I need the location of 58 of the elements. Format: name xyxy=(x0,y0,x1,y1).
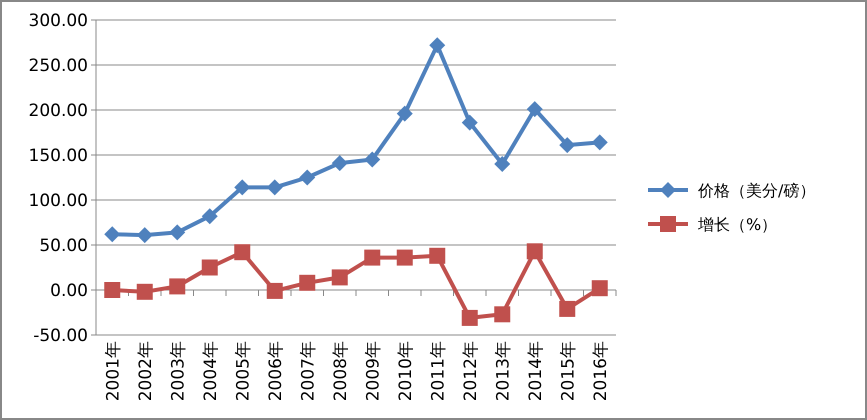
x-tick-label: 2010年 xyxy=(396,341,416,402)
point xyxy=(136,227,153,244)
y-tick-label: 250.00 xyxy=(28,56,88,76)
point xyxy=(396,106,413,122)
point xyxy=(364,250,380,266)
y-tick-label: 50.00 xyxy=(39,236,88,256)
x-tick-label: 2001年 xyxy=(103,341,124,402)
point xyxy=(266,282,283,299)
y-tick-label: 300.00 xyxy=(28,11,88,31)
point xyxy=(592,134,608,150)
x-tick-label: 2004年 xyxy=(200,341,221,402)
point xyxy=(104,282,120,298)
x-tick-label: 2007年 xyxy=(298,341,318,402)
point xyxy=(202,260,218,276)
point xyxy=(364,152,380,168)
x-tick-label: 2008年 xyxy=(330,341,351,402)
point xyxy=(136,284,153,300)
y-tick-label: 150.00 xyxy=(28,146,88,166)
point xyxy=(592,280,608,296)
x-tick-label: 2015年 xyxy=(558,341,578,402)
x-tick-label: 2003年 xyxy=(168,341,188,402)
point xyxy=(104,226,120,242)
legend-label: 价格（美分/磅） xyxy=(697,181,816,200)
point xyxy=(266,179,283,196)
point xyxy=(526,243,543,260)
point xyxy=(559,300,576,317)
point xyxy=(332,155,348,172)
point xyxy=(299,274,316,291)
point xyxy=(169,278,186,294)
point xyxy=(559,137,576,154)
x-tick-label: 2002年 xyxy=(136,341,156,402)
point xyxy=(494,306,510,322)
x-tick-label: 2013年 xyxy=(493,341,514,402)
point xyxy=(169,224,186,240)
point xyxy=(429,248,446,264)
y-tick-label: 100.00 xyxy=(28,191,88,211)
point xyxy=(332,269,348,286)
y-tick-label: 200.00 xyxy=(28,101,88,121)
x-tick-label: 2014年 xyxy=(526,341,546,402)
x-tick-label: 2009年 xyxy=(363,341,384,402)
point xyxy=(526,101,543,118)
y-tick-label: -50.00 xyxy=(33,326,88,346)
point xyxy=(494,156,510,172)
x-tick-label: 2016年 xyxy=(590,341,611,402)
point xyxy=(202,208,218,224)
y-tick-label: 0.00 xyxy=(50,281,88,301)
point xyxy=(462,310,478,326)
point xyxy=(234,179,250,196)
legend-label: 增长（%） xyxy=(697,215,778,234)
x-tick-label: 2006年 xyxy=(266,341,286,402)
x-tick-label: 2005年 xyxy=(233,341,254,402)
x-tick-label: 2011年 xyxy=(428,341,448,402)
x-tick-label: 2012年 xyxy=(460,341,481,402)
point xyxy=(429,37,446,54)
point xyxy=(462,114,478,131)
point xyxy=(396,250,413,266)
point xyxy=(299,170,316,186)
point xyxy=(234,244,250,260)
